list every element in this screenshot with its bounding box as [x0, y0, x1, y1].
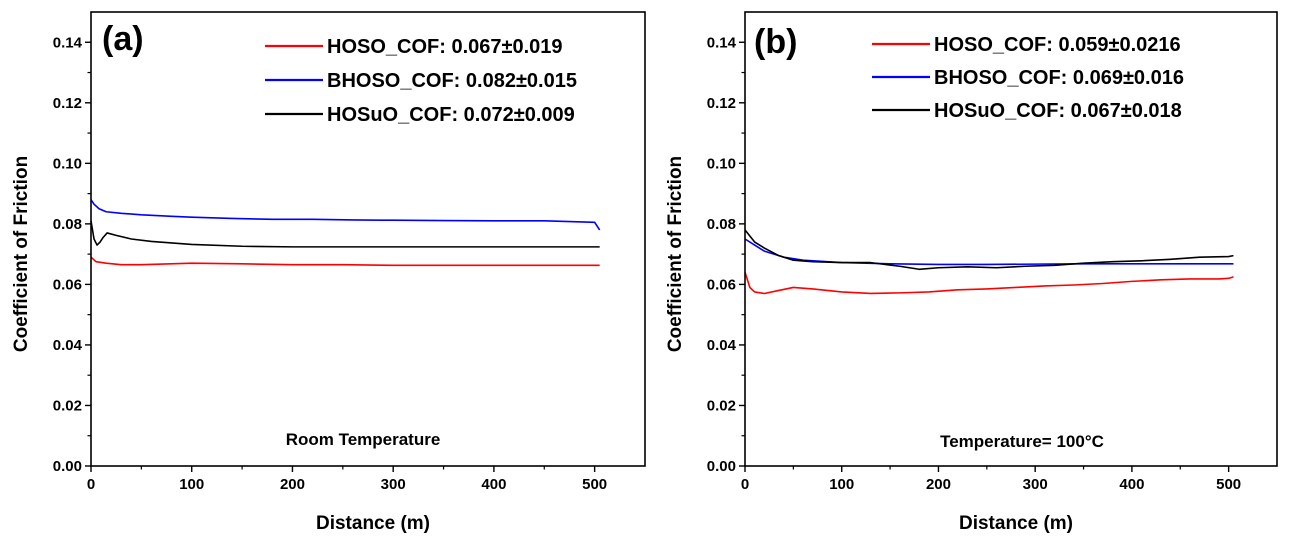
x-tick-label: 200 [280, 476, 305, 493]
x-axis-title: Distance (m) [316, 513, 430, 534]
legend-label-0: HOSO_COF: 0.067±0.019 [327, 36, 563, 58]
plot-frame [744, 11, 1278, 467]
chart-annotation: Room Temperature [286, 430, 441, 449]
y-tick-label: 0.08 [53, 216, 82, 233]
y-tick-label: 0.00 [53, 458, 82, 475]
y-tick-label: 0.04 [53, 337, 83, 354]
y-tick-label: 0.06 [53, 276, 82, 293]
x-tick-label: 300 [381, 476, 406, 493]
x-tick-label: 0 [741, 476, 749, 493]
y-tick-label: 0.14 [707, 34, 737, 51]
x-tick-label: 500 [1216, 476, 1241, 493]
chart-annotation: Temperature= 100°C [940, 432, 1104, 451]
panel-label: (b) [754, 23, 797, 61]
x-tick-label: 400 [481, 476, 506, 493]
y-tick-label: 0.06 [707, 276, 736, 293]
legend-label-2: HOSuO_COF: 0.067±0.018 [934, 100, 1182, 122]
y-tick-label: 0.10 [53, 155, 82, 172]
legend-label-1: BHOSO_COF: 0.082±0.015 [327, 70, 577, 92]
panel-label: (a) [102, 20, 144, 58]
legend-label-0: HOSO_COF: 0.059±0.0216 [934, 34, 1181, 56]
series-line-1 [90, 199, 601, 231]
series-line-2 [744, 229, 1234, 271]
y-tick-label: 0.08 [707, 216, 736, 233]
plot-frame [90, 11, 646, 467]
y-axis-title: Coefficient of Friction [665, 156, 686, 352]
series-line-2 [90, 220, 600, 248]
x-tick-label: 500 [582, 476, 607, 493]
y-tick-label: 0.12 [707, 95, 736, 112]
legend-label-2: HOSuO_COF: 0.072±0.009 [327, 104, 575, 126]
series-line-0 [744, 272, 1234, 295]
y-tick-label: 0.00 [707, 458, 736, 475]
x-tick-label: 100 [829, 476, 854, 493]
x-tick-label: 300 [1023, 476, 1048, 493]
x-tick-label: 400 [1119, 476, 1144, 493]
y-tick-label: 0.10 [707, 155, 736, 172]
x-tick-label: 200 [926, 476, 951, 493]
series-line-0 [90, 256, 600, 267]
legend-label-1: BHOSO_COF: 0.069±0.016 [934, 67, 1184, 89]
x-tick-label: 100 [179, 476, 204, 493]
chart-panel-b: 0 100 200 300 400 500 0.00 0.02 0.04 0.06 0.08 0.10… [665, 11, 1278, 534]
chart-panel-a: 0 100 200 300 400 500 0.00 0.02 0.04 0.06 0.08 0.10… [11, 11, 646, 534]
x-axis-title: Distance (m) [959, 513, 1073, 534]
y-tick-label: 0.12 [53, 95, 82, 112]
y-tick-label: 0.04 [707, 337, 737, 354]
y-tick-label: 0.02 [53, 397, 82, 414]
series-line-1 [744, 238, 1234, 266]
x-tick-label: 0 [87, 476, 95, 493]
y-tick-label: 0.02 [707, 397, 736, 414]
y-tick-label: 0.14 [53, 34, 83, 51]
y-axis-title: Coefficient of Friction [11, 156, 32, 352]
